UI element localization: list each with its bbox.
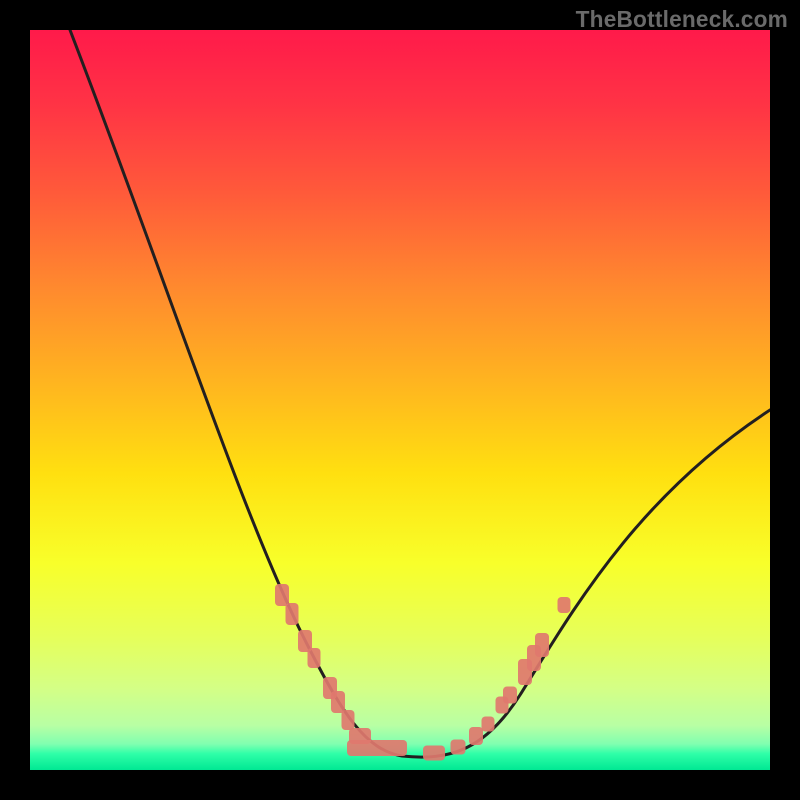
curve-marker (342, 710, 355, 730)
gradient-background (30, 30, 770, 770)
plot-area (30, 30, 770, 770)
watermark-text: TheBottleneck.com (576, 6, 788, 33)
curve-marker (558, 597, 571, 613)
curve-marker (275, 584, 289, 606)
curve-marker (469, 727, 483, 745)
bottleneck-curve-svg (30, 30, 770, 770)
curve-marker (331, 691, 345, 713)
curve-marker (347, 740, 407, 756)
curve-marker (451, 740, 466, 755)
curve-marker (286, 603, 299, 625)
curve-marker (535, 633, 549, 657)
chart-frame: TheBottleneck.com (0, 0, 800, 800)
curve-marker (308, 648, 321, 668)
curve-marker (423, 746, 445, 761)
curve-marker (503, 687, 517, 704)
curve-marker (482, 717, 495, 732)
